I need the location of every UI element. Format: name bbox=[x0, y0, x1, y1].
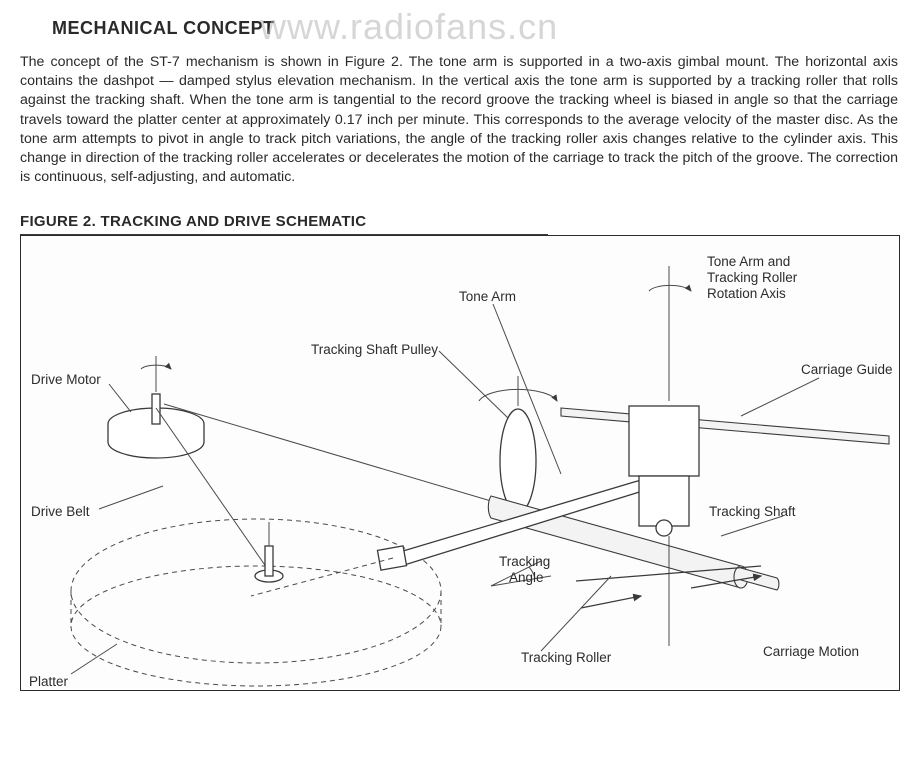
label-drive-belt: Drive Belt bbox=[31, 504, 90, 519]
ll-pulley bbox=[439, 351, 508, 418]
concept-paragraph: The concept of the ST-7 mechanism is sho… bbox=[20, 53, 898, 187]
ll-tshaft bbox=[721, 516, 783, 536]
belt-2 bbox=[164, 404, 491, 501]
label-axis-3: Rotation Axis bbox=[707, 286, 786, 301]
hub-pin bbox=[265, 546, 273, 576]
label-platter: Platter bbox=[29, 674, 69, 689]
label-tracking-roller: Tracking Roller bbox=[521, 650, 612, 665]
carriage-guide bbox=[561, 408, 889, 444]
motor-shaft bbox=[152, 394, 160, 424]
label-angle-1: Tracking bbox=[499, 554, 550, 569]
label-axis-2: Tracking Roller bbox=[707, 270, 798, 285]
ll-platter bbox=[71, 644, 117, 674]
label-axis-1: Tone Arm and bbox=[707, 254, 790, 269]
label-carriage-motion: Carriage Motion bbox=[763, 644, 859, 659]
pivot bbox=[656, 520, 672, 536]
schematic-svg: Drive Motor Drive Belt Platter Tracking … bbox=[21, 236, 899, 690]
label-tracking-shaft: Tracking Shaft bbox=[709, 504, 796, 519]
label-carriage-guide: Carriage Guide bbox=[801, 362, 893, 377]
label-angle-2: Angle bbox=[509, 570, 544, 585]
label-tone-arm: Tone Arm bbox=[459, 289, 516, 304]
figure-frame: Drive Motor Drive Belt Platter Tracking … bbox=[20, 235, 900, 691]
platter-top-dash bbox=[71, 519, 441, 663]
gimbal-lower bbox=[639, 476, 689, 526]
vert-rot-arrow bbox=[649, 286, 691, 292]
ll-drivemotor bbox=[109, 384, 131, 412]
motor-body bbox=[108, 424, 204, 458]
pulley-disc bbox=[500, 409, 536, 513]
label-pulley: Tracking Shaft Pulley bbox=[311, 342, 438, 357]
ll-drivebelt bbox=[99, 486, 163, 509]
label-drive-motor: Drive Motor bbox=[31, 372, 101, 387]
ll-troller bbox=[541, 576, 611, 651]
belt-1 bbox=[156, 408, 269, 571]
carriage-block bbox=[629, 406, 699, 476]
watermark-text: www.radiofans.cn bbox=[260, 6, 558, 48]
ll-cguide bbox=[741, 378, 819, 416]
platter-bottom-dash bbox=[71, 566, 441, 686]
figure-caption: FIGURE 2. TRACKING AND DRIVE SCHEMATIC bbox=[20, 213, 900, 230]
